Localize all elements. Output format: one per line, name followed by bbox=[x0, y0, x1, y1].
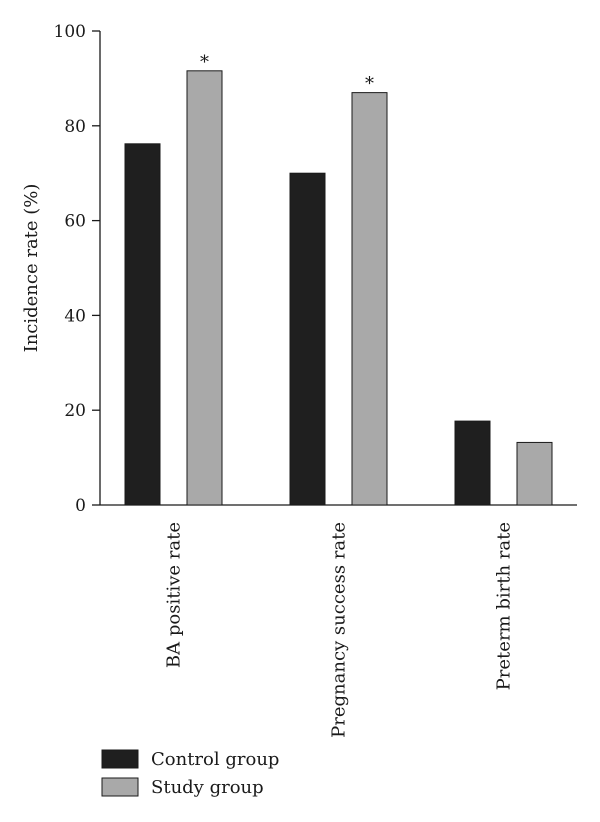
y-ticks: 0 20 40 60 80 100 bbox=[54, 22, 100, 516]
y-tick-label: 0 bbox=[75, 496, 86, 516]
bar-control-1 bbox=[289, 172, 326, 506]
significance-marker: * bbox=[365, 74, 374, 95]
significance-marker: * bbox=[200, 52, 209, 73]
legend: Control group Study group bbox=[101, 749, 279, 798]
bar-study-1 bbox=[351, 92, 388, 506]
y-tick-label: 80 bbox=[64, 117, 86, 137]
category-label: Preterm birth rate bbox=[494, 522, 515, 690]
bar-study-0 bbox=[186, 70, 223, 506]
legend-swatch bbox=[101, 749, 139, 769]
category-label: Pregnancy success rate bbox=[329, 522, 350, 738]
y-axis-title: Incidence rate (%) bbox=[21, 184, 42, 353]
y-tick-label: 100 bbox=[54, 22, 86, 42]
category-label: BA positive rate bbox=[164, 522, 185, 668]
y-tick-label: 40 bbox=[64, 306, 86, 326]
bar-control-2 bbox=[454, 420, 491, 506]
legend-label: Control group bbox=[151, 749, 279, 770]
bar-study-2 bbox=[516, 441, 553, 506]
bars bbox=[124, 70, 553, 506]
bar-control-0 bbox=[124, 143, 161, 506]
axes bbox=[99, 31, 577, 506]
legend-swatch bbox=[101, 777, 139, 797]
category-labels: BA positive rate Pregnancy success rate Pr… bbox=[164, 522, 515, 738]
annotations: ** bbox=[200, 52, 374, 95]
y-tick-label: 60 bbox=[64, 212, 86, 232]
legend-label: Study group bbox=[151, 777, 264, 798]
y-tick-label: 20 bbox=[64, 401, 86, 421]
